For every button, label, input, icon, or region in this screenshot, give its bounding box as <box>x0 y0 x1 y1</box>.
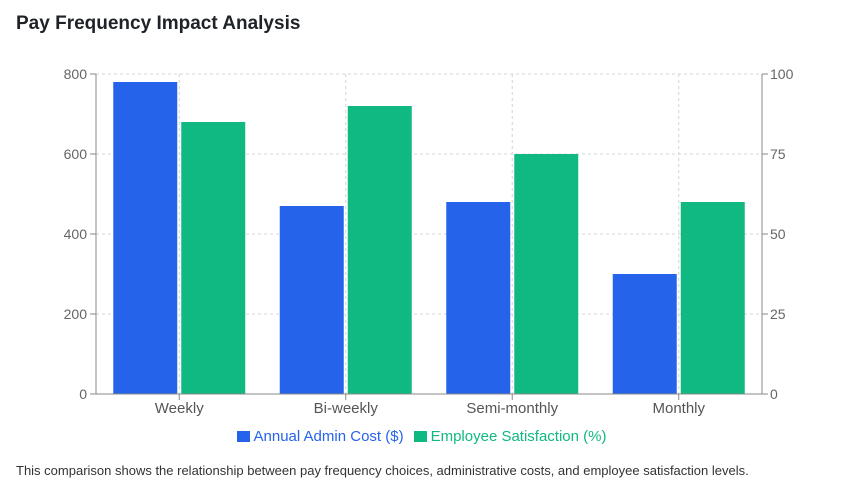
bar-admin-cost <box>446 202 511 394</box>
x-tick-label: Weekly <box>155 400 204 417</box>
legend-label-admin-cost: Annual Admin Cost ($) <box>253 428 404 445</box>
y-left-tick-label: 600 <box>64 146 88 162</box>
bar-satisfaction <box>347 106 412 394</box>
y-right-tick-label: 75 <box>770 146 786 162</box>
bar-admin-cost <box>612 274 677 394</box>
bar-admin-cost <box>113 82 178 394</box>
x-tick-label: Semi-monthly <box>466 400 558 417</box>
y-left-tick-label: 0 <box>79 386 87 402</box>
y-left-tick-label: 200 <box>64 306 88 322</box>
bar-chart: 0 200 400 600 800 0 25 50 75 100 Weekly Bi-weekly Se… <box>64 66 794 417</box>
bar-admin-cost <box>279 206 344 394</box>
legend-swatch-admin-cost <box>236 431 250 442</box>
y-right-tick-label: 100 <box>770 66 794 82</box>
y-right-tick-label: 25 <box>770 306 786 322</box>
y-left-tick-label: 800 <box>64 66 88 82</box>
legend-swatch-satisfaction <box>413 431 427 442</box>
x-tick-label: Monthly <box>652 400 705 417</box>
chart-legend: Annual Admin Cost ($) Employee Satisfact… <box>0 428 843 445</box>
legend-item-satisfaction[interactable]: Employee Satisfaction (%) <box>413 428 607 445</box>
legend-label-satisfaction: Employee Satisfaction (%) <box>430 428 607 445</box>
bar-satisfaction <box>181 122 246 394</box>
chart-caption: This comparison shows the relationship b… <box>16 463 749 478</box>
bar-satisfaction <box>680 202 745 394</box>
x-tick-label: Bi-weekly <box>314 400 379 417</box>
chart-title: Pay Frequency Impact Analysis <box>16 13 301 34</box>
y-left-tick-label: 400 <box>64 226 88 242</box>
bar-satisfaction <box>514 154 579 394</box>
legend-item-admin-cost[interactable]: Annual Admin Cost ($) <box>236 428 404 445</box>
y-right-tick-label: 50 <box>770 226 786 242</box>
y-right-tick-label: 0 <box>770 386 778 402</box>
